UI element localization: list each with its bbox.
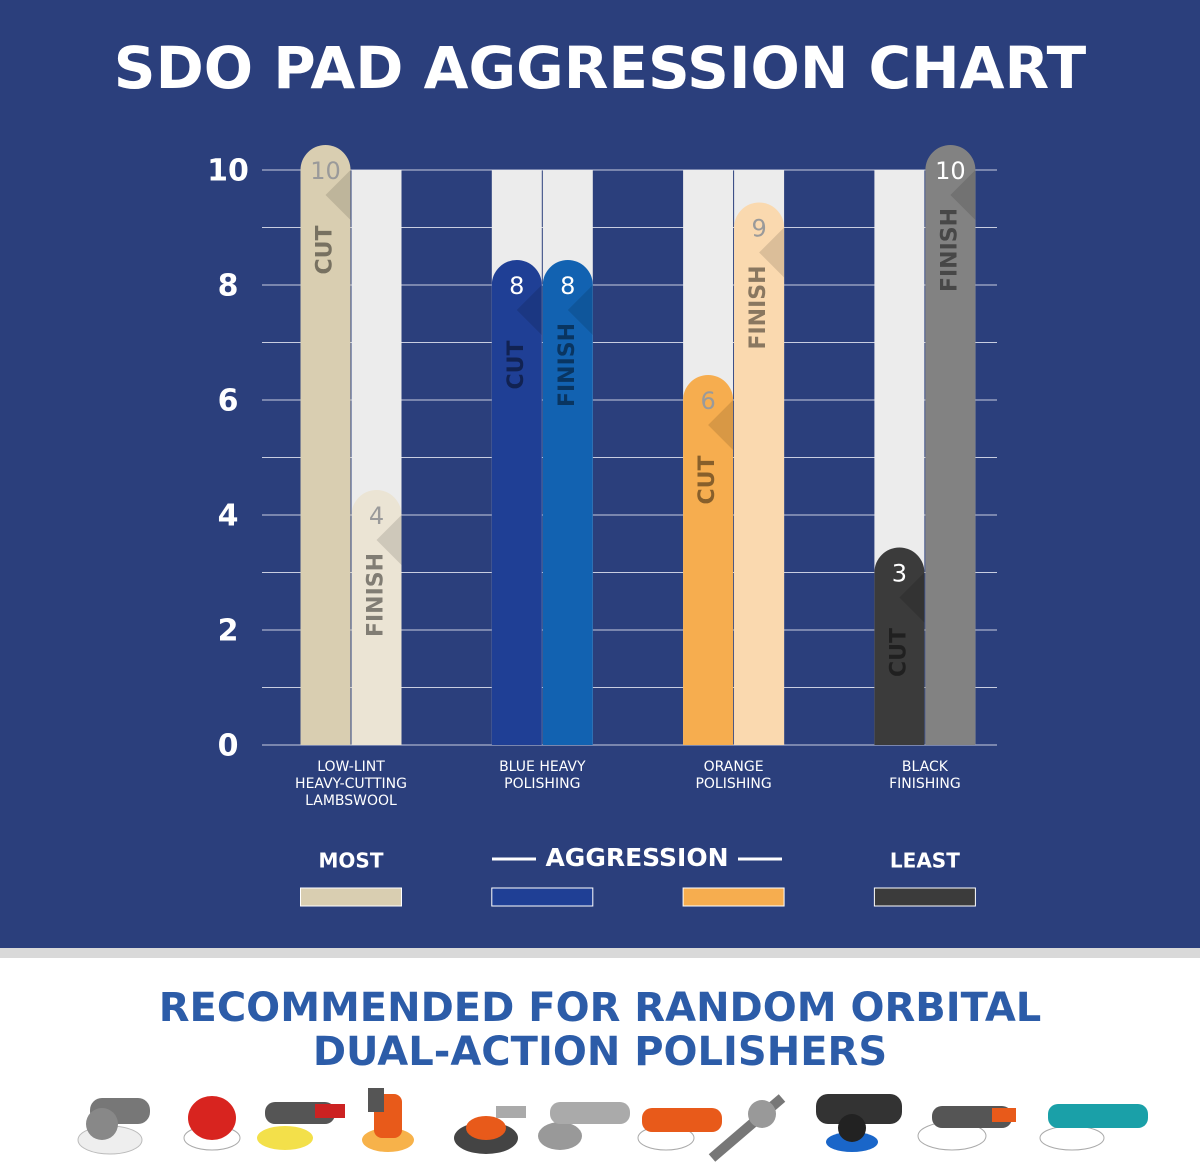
bar-fold <box>950 170 976 220</box>
value-label: 4 <box>369 502 384 530</box>
y-tick-label: 10 <box>207 154 249 189</box>
y-tick-label: 2 <box>218 614 239 649</box>
x-tick-label: BLUE HEAVY <box>499 759 586 775</box>
y-tick-label: 4 <box>218 499 239 534</box>
legend-title: AGGRESSION <box>545 843 728 872</box>
x-tick-label: POLISHING <box>504 776 580 792</box>
y-tick-label: 8 <box>218 269 239 304</box>
legend-swatch <box>300 887 402 907</box>
polisher-icons <box>77 1088 1148 1162</box>
series-label: CUT <box>504 340 529 389</box>
legend-swatch <box>682 887 785 907</box>
bar <box>491 260 542 745</box>
chart-background <box>0 0 1200 948</box>
series-label: FINISH <box>555 323 580 407</box>
x-tick-label: POLISHING <box>695 776 771 792</box>
bar-fold <box>567 285 593 335</box>
series-label: FINISH <box>364 553 389 637</box>
x-tick-label: BLACK <box>902 759 949 775</box>
bar-fold <box>376 515 402 565</box>
value-label: 9 <box>751 215 766 243</box>
value-label: 10 <box>935 157 966 185</box>
series-label: CUT <box>886 628 911 677</box>
x-tick-label: LAMBSWOOL <box>305 793 397 809</box>
chart-title: SDO PAD AGGRESSION CHART <box>114 34 1087 102</box>
legend-swatch <box>873 887 976 907</box>
y-tick-label: 0 <box>218 729 239 764</box>
bar <box>925 145 976 745</box>
bar <box>734 202 785 745</box>
bar-fold <box>708 400 734 450</box>
bar <box>542 260 593 745</box>
value-label: 6 <box>700 387 715 415</box>
series-label: CUT <box>695 455 720 504</box>
x-tick-label: FINISHING <box>889 776 961 792</box>
legend-most: MOST <box>319 849 384 873</box>
bar-fold <box>899 572 925 623</box>
bar <box>874 547 925 745</box>
x-tick-label: ORANGE <box>704 759 764 775</box>
legend-least: LEAST <box>890 849 960 873</box>
series-label: FINISH <box>746 265 771 349</box>
value-label: 8 <box>509 272 524 300</box>
footer-heading: RECOMMENDED FOR RANDOM ORBITAL <box>159 985 1042 1031</box>
bar-fold <box>759 227 785 278</box>
bar <box>351 490 402 745</box>
divider <box>0 948 1200 958</box>
bar <box>300 145 351 745</box>
y-tick-label: 6 <box>218 384 239 419</box>
x-tick-label: LOW-LINT <box>317 759 385 775</box>
plot: 0 2 4 6 8 10 10 CUT 4 FINISH LOW-LINTHEAVY-CUTTING… <box>207 145 997 907</box>
series-label: CUT <box>313 225 338 274</box>
x-tick-label: HEAVY-CUTTING <box>295 776 407 792</box>
footer-heading: DUAL-ACTION POLISHERS <box>313 1029 887 1075</box>
legend-swatch <box>491 887 594 907</box>
value-label: 3 <box>892 560 907 588</box>
bar-fold <box>325 170 351 220</box>
bar-fold <box>516 285 542 335</box>
value-label: 10 <box>310 157 341 185</box>
bar <box>683 375 734 745</box>
value-label: 8 <box>560 272 575 300</box>
series-label: FINISH <box>937 208 962 292</box>
